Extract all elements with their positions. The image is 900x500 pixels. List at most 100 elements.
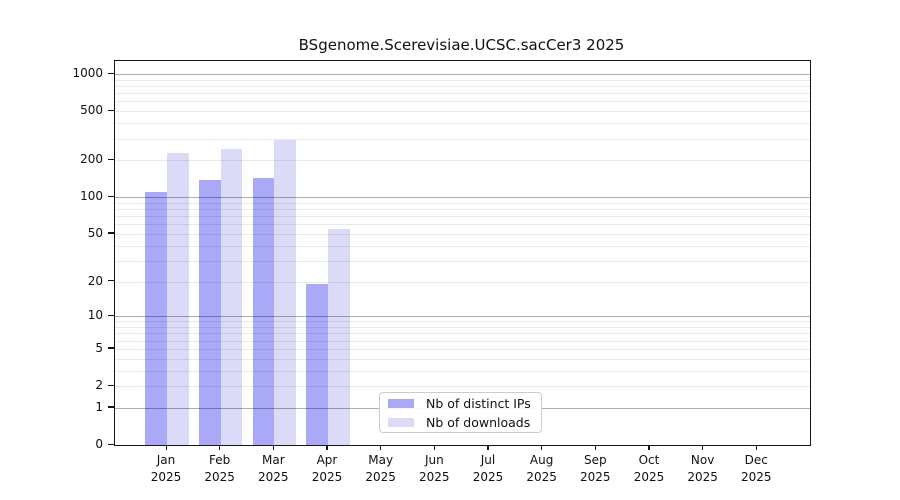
x-tick-label: Sep 2025	[563, 452, 627, 486]
x-tick-mark	[165, 445, 167, 451]
y-tick-mark	[108, 195, 114, 197]
y-tick-mark	[108, 109, 114, 111]
gridline-minor	[115, 79, 810, 81]
y-tick-label: 2	[95, 378, 103, 392]
x-tick-label: Jun 2025	[402, 452, 466, 486]
gridline-minor	[115, 245, 810, 247]
gridline-minor	[115, 333, 810, 335]
chart-title: BSgenome.Scerevisiae.UCSC.sacCer3 2025	[298, 36, 625, 54]
x-tick-year: 2025	[687, 470, 718, 484]
x-tick-label: Oct 2025	[617, 452, 681, 486]
gridline-minor	[115, 370, 810, 372]
x-tick-month: Dec	[744, 453, 768, 467]
gridline-minor	[115, 216, 810, 218]
gridline-minor	[115, 260, 810, 262]
y-tick-label: 5	[95, 340, 103, 355]
x-tick-month: Apr	[316, 453, 338, 467]
y-tick-mark	[108, 314, 114, 317]
gridline-minor	[115, 138, 810, 140]
y-tick-label: 50	[87, 225, 103, 240]
downloads-bar-apr	[327, 228, 350, 445]
y-tick-mark	[108, 280, 114, 282]
x-tick-year: 2025	[311, 470, 343, 484]
gridline-minor	[115, 202, 810, 204]
plot-area	[114, 60, 811, 446]
gridline-minor	[115, 233, 810, 235]
x-tick-label: Jul 2025	[456, 452, 520, 486]
downloads-bar-jan	[167, 152, 189, 445]
legend-entry-downloads: Nb of downloads	[388, 415, 533, 430]
gridline-minor	[115, 281, 810, 283]
legend-label: Nb of distinct IPs	[426, 395, 531, 411]
y-tick-label: 500	[80, 103, 103, 118]
gridline-minor	[115, 358, 810, 360]
gridline-major	[115, 197, 810, 199]
x-tick-label: Apr 2025	[295, 452, 359, 486]
x-tick-year: 2025	[741, 470, 772, 484]
distinct-ips-bar-apr	[306, 284, 328, 445]
gridline-minor	[115, 340, 810, 342]
x-tick-year: 2025	[526, 470, 557, 484]
x-tick-mark	[433, 445, 436, 451]
x-tick-mark	[487, 445, 489, 451]
x-tick-label: Dec 2025	[724, 452, 788, 486]
gridline-minor	[115, 93, 810, 95]
y-tick-mark	[108, 443, 114, 445]
legend-entry-distinct-ips: Nb of distinct IPs	[388, 396, 533, 411]
x-tick-month: Jan	[156, 453, 176, 467]
y-tick-label: 200	[80, 152, 103, 167]
x-tick-month: Mar	[261, 453, 285, 467]
y-tick-label: 1000	[72, 66, 103, 80]
gridline-minor	[115, 86, 810, 87]
x-tick-mark	[326, 445, 328, 451]
gridline-minor	[115, 348, 810, 350]
distinct-ips-bar-jan	[145, 192, 167, 445]
x-tick-month: Jun	[424, 453, 444, 467]
x-tick-label: Nov 2025	[671, 452, 735, 486]
x-tick-year: 2025	[580, 470, 611, 484]
x-tick-label: Jan 2025	[134, 452, 198, 486]
downloads-bar-mar	[274, 140, 296, 445]
y-tick-mark	[108, 384, 114, 386]
gridline-minor	[115, 386, 810, 387]
y-tick-label: 0	[95, 437, 103, 451]
x-tick-mark	[755, 445, 758, 451]
x-tick-mark	[380, 445, 382, 451]
x-tick-year: 2025	[419, 470, 450, 484]
gridline-minor	[115, 209, 810, 210]
gridline-minor	[115, 111, 810, 113]
gridline-major	[115, 74, 810, 75]
gridline-minor	[115, 321, 810, 323]
y-tick-label: 1	[95, 399, 103, 414]
x-tick-month: May	[368, 453, 394, 467]
y-tick-label: 100	[80, 189, 103, 204]
x-tick-mark	[702, 445, 704, 451]
x-tick-month: Nov	[690, 453, 715, 467]
gridline-minor	[115, 224, 810, 226]
x-tick-label: Mar 2025	[241, 452, 305, 486]
y-tick-mark	[108, 232, 114, 234]
gridline-minor	[115, 327, 810, 328]
x-tick-year: 2025	[150, 470, 182, 484]
y-tick-mark	[108, 406, 114, 408]
x-tick-month: Sep	[583, 453, 607, 467]
x-tick-mark	[219, 445, 221, 451]
x-tick-label: Aug 2025	[510, 452, 574, 486]
y-tick-mark	[108, 347, 114, 349]
y-tick-mark	[108, 72, 114, 74]
x-tick-month: Oct	[638, 453, 660, 467]
x-tick-year: 2025	[365, 470, 396, 484]
y-tick-label: 10	[87, 308, 103, 323]
distinct-ips-bar-feb	[198, 180, 221, 445]
x-tick-year: 2025	[204, 470, 235, 484]
distinct-ips-swatch	[388, 398, 414, 408]
x-tick-month: Jul	[480, 453, 496, 467]
legend-label: Nb of downloads	[426, 414, 531, 430]
gridline-major	[115, 316, 810, 318]
x-tick-year: 2025	[633, 470, 665, 484]
gridline-minor	[115, 101, 810, 103]
x-tick-year: 2025	[472, 470, 504, 484]
x-tick-year: 2025	[258, 470, 289, 484]
x-tick-label: May 2025	[349, 452, 413, 486]
